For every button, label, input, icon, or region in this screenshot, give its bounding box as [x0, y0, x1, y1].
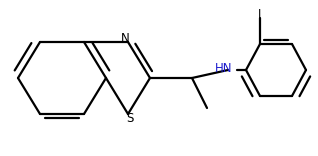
Text: HN: HN: [214, 62, 232, 75]
Text: I: I: [258, 8, 262, 21]
Text: S: S: [126, 112, 133, 125]
Text: N: N: [121, 32, 130, 45]
